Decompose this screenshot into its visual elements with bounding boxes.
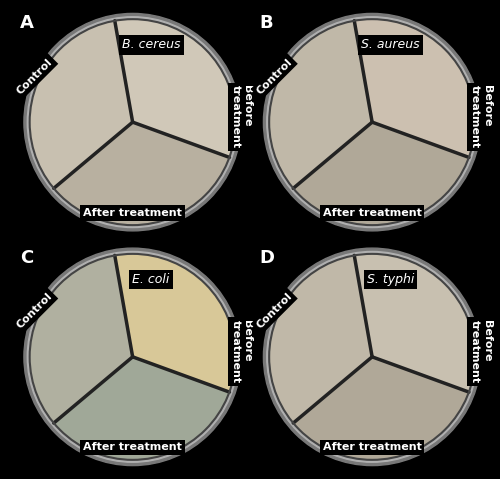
Text: Control: Control <box>15 291 54 331</box>
Wedge shape <box>269 255 372 423</box>
Text: S. typhi: S. typhi <box>367 273 414 286</box>
Circle shape <box>267 251 478 462</box>
Text: Control: Control <box>15 57 54 96</box>
Text: Before
treatment: Before treatment <box>230 85 252 148</box>
Circle shape <box>24 13 242 231</box>
Wedge shape <box>54 122 230 225</box>
Text: Before
treatment: Before treatment <box>470 85 492 148</box>
Text: After treatment: After treatment <box>83 443 182 453</box>
Text: After treatment: After treatment <box>322 208 422 218</box>
Wedge shape <box>30 21 132 188</box>
Text: A: A <box>20 14 34 33</box>
Wedge shape <box>115 254 236 392</box>
Text: B: B <box>260 14 273 33</box>
Circle shape <box>28 17 238 228</box>
Wedge shape <box>115 19 236 158</box>
Text: Before
treatment: Before treatment <box>230 320 252 383</box>
Text: After treatment: After treatment <box>322 443 422 453</box>
Circle shape <box>24 248 242 466</box>
Wedge shape <box>354 254 475 392</box>
Text: S. aureus: S. aureus <box>362 38 420 51</box>
Text: B. cereus: B. cereus <box>122 38 180 51</box>
Text: E. coli: E. coli <box>132 273 170 286</box>
Wedge shape <box>30 255 132 423</box>
Wedge shape <box>354 19 475 158</box>
Circle shape <box>28 251 238 462</box>
Text: After treatment: After treatment <box>83 208 182 218</box>
Text: C: C <box>20 249 34 267</box>
Text: Control: Control <box>254 291 294 331</box>
Wedge shape <box>269 21 372 188</box>
Wedge shape <box>294 357 469 460</box>
Text: Control: Control <box>254 57 294 96</box>
Circle shape <box>264 13 481 231</box>
Circle shape <box>267 17 478 228</box>
Wedge shape <box>294 122 469 225</box>
Wedge shape <box>54 357 230 460</box>
Circle shape <box>264 248 481 466</box>
Text: Before
treatment: Before treatment <box>470 320 492 383</box>
Text: D: D <box>260 249 274 267</box>
